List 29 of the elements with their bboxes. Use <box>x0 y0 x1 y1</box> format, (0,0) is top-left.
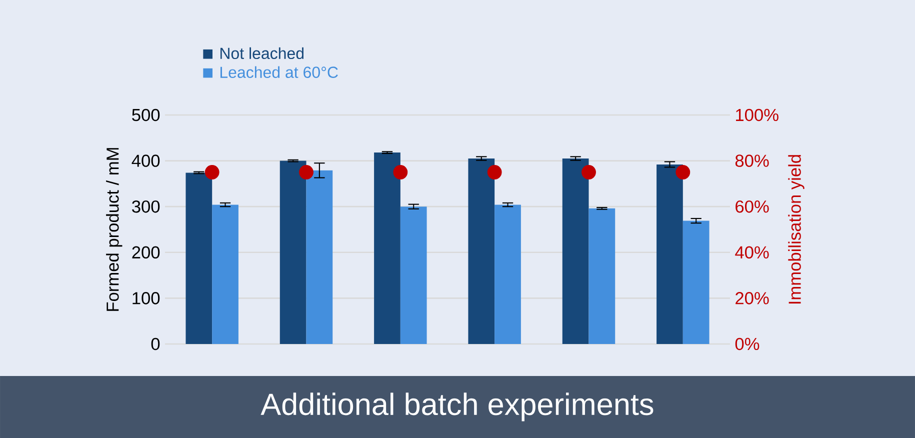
bar <box>682 220 710 344</box>
y-tick-label: 300 <box>132 200 160 213</box>
y-tick-label: 0 <box>151 338 160 350</box>
bar <box>588 208 616 344</box>
y2-tick-label: 60% <box>736 200 769 213</box>
y-tick-label: 400 <box>132 154 160 167</box>
bar <box>562 158 589 344</box>
legend-label: Leached at 60°C <box>220 66 338 78</box>
y2-axis-title: Immobilisation yield <box>788 155 804 304</box>
y-tick-label: 100 <box>132 292 160 304</box>
y2-tick-label: 40% <box>735 246 769 259</box>
legend-label: Not leached <box>220 47 304 60</box>
y2-tick-label: 20% <box>736 292 769 304</box>
bar <box>468 158 495 344</box>
bar <box>400 206 427 344</box>
bar <box>656 164 683 344</box>
bar <box>306 170 333 344</box>
text: Additional batch experiments <box>260 392 654 422</box>
y-axis-title: Formed product / mM <box>106 148 122 311</box>
y-tick-label: 200 <box>132 246 160 259</box>
y-tick-label: 500 <box>132 108 160 122</box>
bar <box>212 204 238 344</box>
y2-tick-label: 80% <box>735 154 769 167</box>
bar <box>280 160 306 344</box>
bar <box>374 152 400 344</box>
y2-tick-label: 0% <box>735 338 760 350</box>
y2-tick-label: 100% <box>736 108 778 122</box>
bar <box>494 204 521 344</box>
bar <box>186 172 212 344</box>
